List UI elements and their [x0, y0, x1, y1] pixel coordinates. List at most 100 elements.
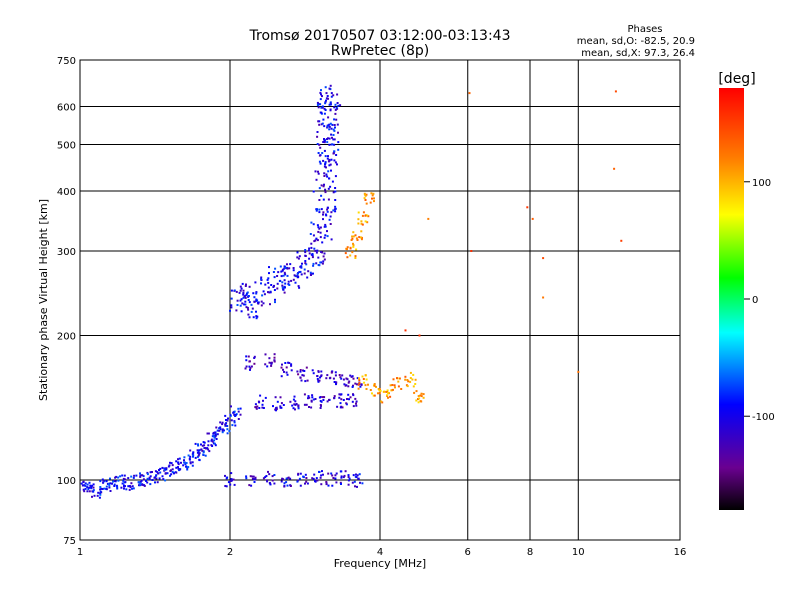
data-point — [131, 485, 134, 488]
data-point — [251, 477, 254, 480]
data-point — [470, 250, 473, 252]
grid-lines — [80, 60, 680, 540]
data-point — [342, 399, 345, 401]
data-point — [332, 134, 335, 136]
data-point — [419, 394, 422, 397]
data-point — [264, 476, 267, 479]
data-point — [253, 355, 256, 358]
data-point — [293, 403, 296, 406]
data-point — [273, 360, 276, 363]
data-point — [286, 267, 289, 270]
data-point — [218, 429, 221, 432]
data-point — [335, 106, 338, 109]
data-point — [335, 481, 338, 484]
data-point — [339, 470, 342, 473]
data-point — [347, 483, 350, 486]
data-point — [202, 450, 205, 453]
data-point — [372, 192, 375, 195]
data-point — [207, 444, 210, 447]
data-point — [309, 233, 312, 235]
data-point — [332, 477, 335, 479]
data-point — [82, 480, 85, 483]
data-point — [303, 370, 306, 372]
data-point — [244, 285, 247, 287]
data-point — [320, 194, 323, 197]
data-point — [177, 463, 180, 466]
data-point — [417, 395, 420, 397]
data-point — [325, 481, 328, 483]
data-point — [297, 257, 300, 260]
y-tick-label: 750 — [57, 56, 76, 67]
data-point — [386, 394, 389, 397]
data-point — [282, 368, 284, 371]
data-point — [264, 363, 267, 366]
data-point — [330, 169, 332, 172]
data-point — [255, 291, 258, 294]
data-point — [108, 484, 111, 487]
data-point — [297, 404, 300, 407]
data-point — [327, 187, 330, 190]
data-point — [323, 149, 326, 152]
data-point — [273, 353, 276, 356]
data-point — [207, 440, 210, 443]
data-point — [296, 273, 299, 276]
data-point — [542, 257, 545, 260]
data-point — [252, 475, 255, 478]
data-point — [280, 406, 283, 409]
data-point — [361, 482, 364, 485]
data-point — [308, 252, 311, 255]
data-point — [246, 306, 249, 309]
data-point — [352, 384, 354, 387]
data-point — [316, 239, 319, 242]
data-point — [318, 227, 321, 230]
data-point — [255, 310, 257, 313]
data-point — [339, 406, 342, 409]
data-point — [352, 245, 355, 248]
data-point — [191, 461, 194, 464]
data-point — [334, 190, 337, 193]
data-point — [214, 444, 217, 447]
data-point — [304, 380, 307, 383]
data-point — [306, 379, 309, 382]
data-point — [203, 441, 206, 444]
data-point — [287, 476, 290, 479]
data-point — [323, 107, 326, 110]
data-point — [358, 379, 361, 382]
data-point — [285, 371, 288, 374]
data-point — [93, 494, 96, 497]
data-point — [281, 284, 284, 287]
data-point — [115, 475, 118, 478]
data-point — [312, 262, 315, 265]
data-point — [157, 472, 160, 475]
data-point — [320, 106, 323, 109]
data-point — [390, 389, 393, 392]
data-point — [84, 487, 87, 490]
data-point — [326, 210, 329, 213]
data-point — [266, 278, 269, 281]
data-point — [308, 247, 311, 250]
data-point — [362, 211, 365, 214]
data-point — [372, 394, 375, 397]
data-point — [361, 223, 364, 226]
data-point — [289, 400, 292, 403]
data-point — [279, 265, 282, 268]
y-tick-label: 75 — [63, 536, 76, 547]
data-point — [404, 329, 407, 332]
data-point — [304, 260, 307, 262]
data-point — [162, 478, 165, 481]
data-point — [260, 282, 262, 285]
data-point — [240, 310, 243, 313]
data-point — [400, 388, 403, 390]
data-point — [318, 187, 321, 190]
data-point — [121, 482, 124, 485]
data-point — [319, 476, 322, 479]
data-point — [322, 213, 324, 216]
data-point — [156, 471, 159, 474]
data-point — [213, 439, 216, 442]
data-point — [92, 483, 95, 486]
data-point — [76, 481, 78, 483]
data-point — [327, 116, 330, 119]
data-point — [239, 413, 242, 416]
data-point — [197, 444, 200, 447]
data-point — [237, 418, 240, 420]
